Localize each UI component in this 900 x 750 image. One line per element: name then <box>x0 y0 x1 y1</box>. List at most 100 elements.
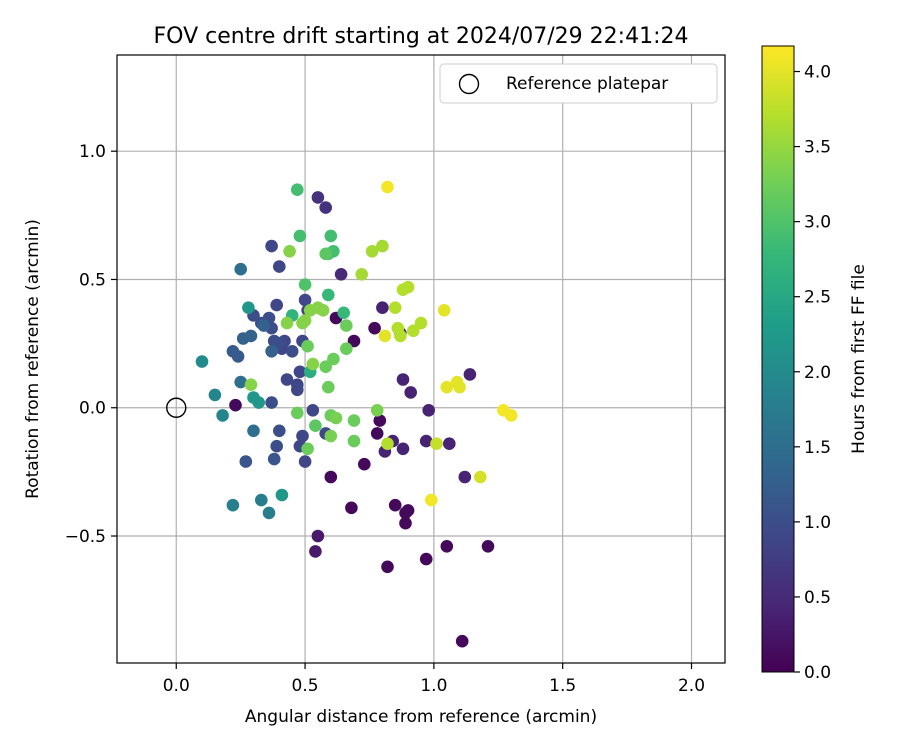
scatter-point <box>381 560 394 574</box>
colorbar-tick-label: 3.5 <box>804 138 831 158</box>
scatter-point <box>422 404 436 417</box>
plot-frame <box>116 54 726 664</box>
legend-marker-icon <box>458 73 480 95</box>
scatter-point <box>404 386 418 399</box>
scatter-point <box>262 506 276 520</box>
scatter-point <box>347 414 361 427</box>
chart-title: FOV centre drift starting at 2024/07/29 … <box>154 24 689 49</box>
scatter-point <box>463 368 477 381</box>
scatter-point <box>231 350 245 363</box>
scatter-point <box>216 409 229 422</box>
scatter-point <box>365 245 379 258</box>
scatter-point <box>388 301 402 315</box>
scatter-point <box>388 498 402 512</box>
scatter-point <box>273 424 286 438</box>
scatter-point <box>368 321 381 335</box>
scatter-point <box>378 329 392 343</box>
scatter-point <box>340 342 353 356</box>
scatter-point <box>319 360 333 374</box>
scatter-point <box>324 229 338 243</box>
scatter-point <box>306 357 320 371</box>
plot-grid <box>117 55 725 663</box>
scatter-point <box>306 404 320 417</box>
scatter-point <box>455 634 469 648</box>
scatter-point <box>234 262 247 276</box>
scatter-point <box>242 301 255 315</box>
x-tick-label: 1.0 <box>420 676 447 696</box>
reference-marker-group <box>166 397 187 418</box>
reference-platepar-marker <box>166 397 187 418</box>
scatter-point <box>396 442 410 456</box>
scatter-point <box>267 452 281 466</box>
x-axis-ticks: 0.0 0.5 1.0 1.5 2.0 <box>163 663 705 696</box>
scatter-point <box>453 380 466 394</box>
y-tick-label: 0.0 <box>79 399 106 419</box>
scatter-point <box>391 321 405 335</box>
scatter-point <box>474 470 487 484</box>
scatter-point <box>273 260 286 273</box>
scatter-point <box>309 545 322 558</box>
scatter-point <box>296 316 309 330</box>
colorbar-tick-label: 0.5 <box>804 588 831 608</box>
scatter-point <box>316 304 330 317</box>
scatter-point <box>291 383 304 397</box>
scatter-point <box>419 434 433 448</box>
scatter-point <box>373 414 387 427</box>
scatter-point <box>195 355 209 368</box>
scatter-point <box>437 304 451 317</box>
scatter-point <box>347 434 361 448</box>
scatter-point <box>229 398 242 412</box>
scatter-point <box>239 455 253 468</box>
colorbar-ticks: 0.0 0.5 1.0 1.5 2.0 2.5 3.0 3.5 4.0 <box>794 63 831 683</box>
y-tick-label: 1.0 <box>79 142 106 162</box>
scatter-point <box>322 380 335 394</box>
scatter-point <box>280 373 294 386</box>
x-tick-label: 1.5 <box>549 676 576 696</box>
scatter-point <box>401 280 415 294</box>
scatter-point <box>337 306 351 320</box>
scatter-point <box>358 457 371 471</box>
scatter-point <box>270 298 284 312</box>
scatter-point <box>298 455 312 468</box>
scatter-point <box>355 268 369 281</box>
scatter-point <box>208 388 222 402</box>
scatter-point <box>340 319 353 332</box>
scatter-point <box>370 404 384 417</box>
scatter-point <box>291 406 304 420</box>
scatter-point <box>301 442 314 456</box>
scatter-point <box>285 345 299 358</box>
scatter-point <box>322 288 335 302</box>
scatter-point <box>370 427 384 440</box>
colorbar-tick-label: 1.5 <box>804 438 831 458</box>
scatter-point <box>399 516 412 530</box>
colorbar-label: Hours from first FF file <box>849 264 869 454</box>
scatter-point <box>414 316 428 330</box>
y-tick-label: −0.5 <box>65 527 106 547</box>
scatter-point <box>401 504 415 517</box>
scatter-point <box>324 470 338 484</box>
x-tick-label: 0.5 <box>292 676 319 696</box>
scatter-point <box>311 529 325 543</box>
scatter-point <box>425 493 438 507</box>
scatter-point <box>311 191 325 204</box>
colorbar-tick-label: 2.0 <box>804 363 831 383</box>
scatter-point <box>291 183 304 196</box>
scatter-point <box>296 429 309 443</box>
scatter-point <box>319 201 333 214</box>
colorbar <box>761 45 795 673</box>
scatter-point <box>301 339 314 353</box>
scatter-point <box>381 437 394 451</box>
scatter-point <box>283 245 296 258</box>
colorbar-tick-label: 2.5 <box>804 288 831 308</box>
scatter-point <box>244 329 258 343</box>
scatter-point <box>407 324 420 338</box>
scatter-point <box>265 345 278 358</box>
scatter-point <box>504 409 518 422</box>
colorbar-tick-label: 1.0 <box>804 513 831 533</box>
x-tick-label: 2.0 <box>678 676 705 696</box>
y-axis-ticks: −0.5 0.0 0.5 1.0 <box>65 142 117 547</box>
scatter-point <box>298 278 312 291</box>
scatter-point <box>376 239 389 253</box>
scatter-point <box>265 396 278 409</box>
